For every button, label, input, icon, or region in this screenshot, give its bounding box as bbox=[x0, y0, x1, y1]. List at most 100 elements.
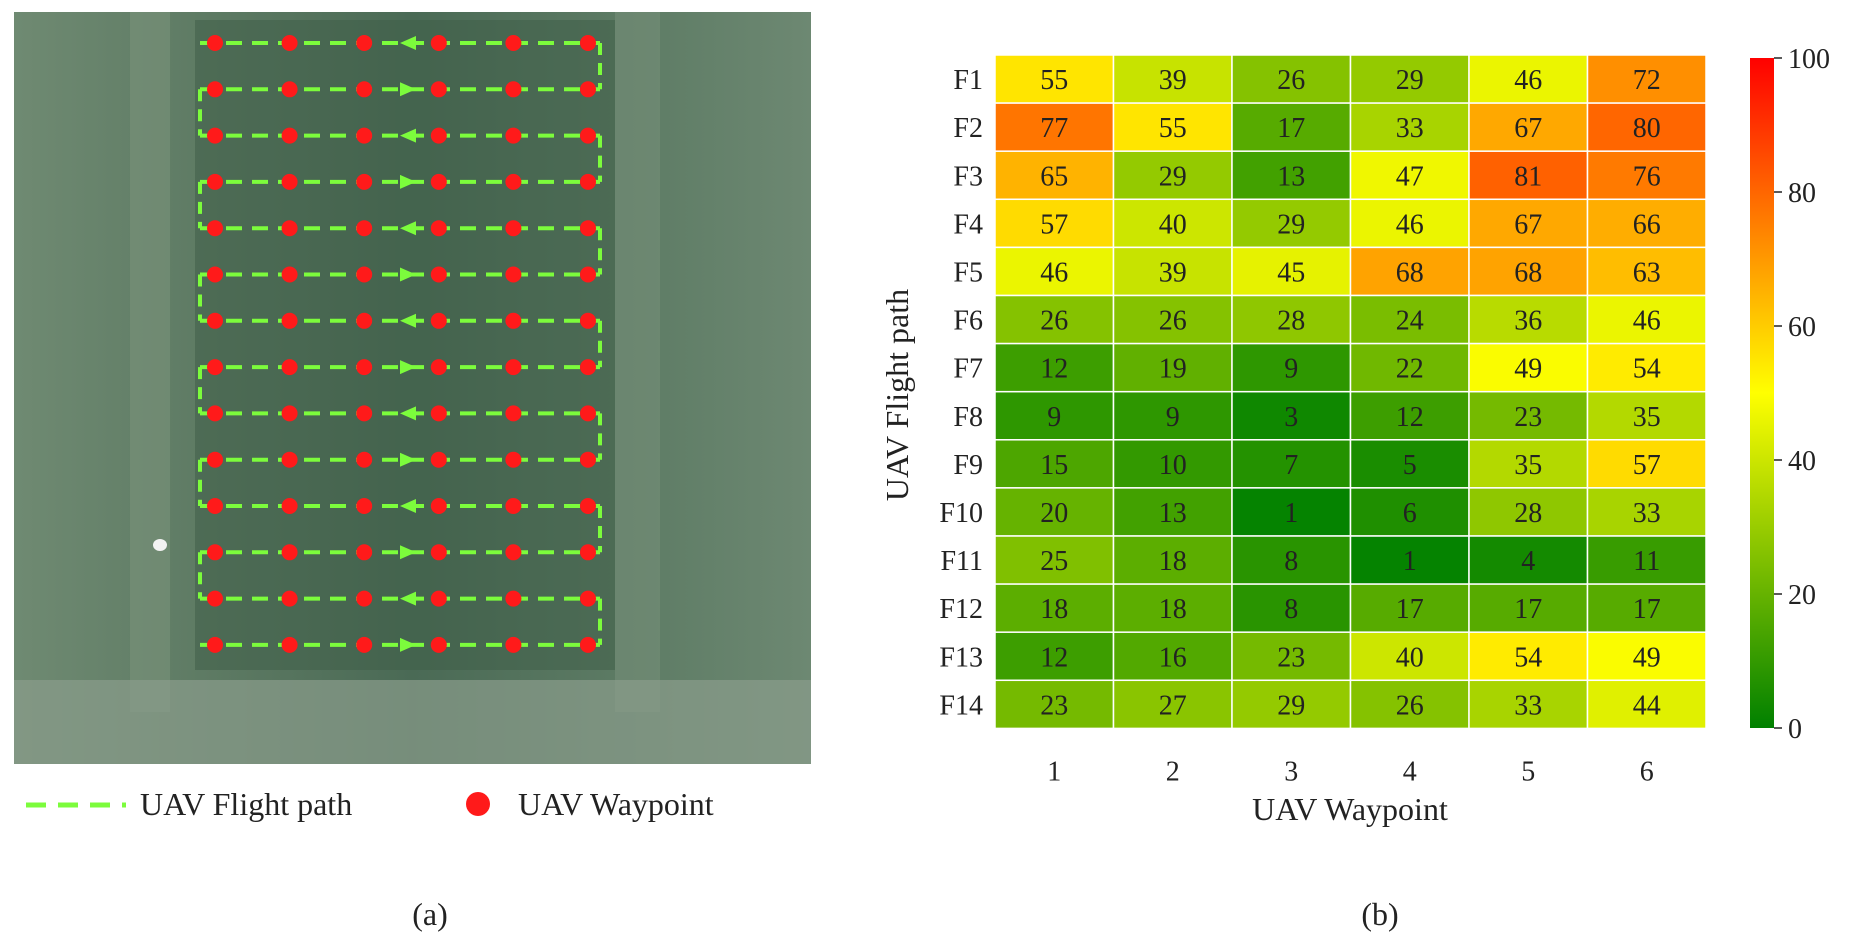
y-tick-label: F5 bbox=[953, 257, 983, 288]
heatmap-cell-value: 5 bbox=[1403, 450, 1417, 481]
heatmap-cell-value: 77 bbox=[1040, 113, 1068, 144]
waypoint-marker bbox=[207, 312, 223, 329]
waypoint-marker bbox=[207, 451, 223, 468]
heatmap-cell bbox=[1231, 198, 1352, 249]
heatmap-cell bbox=[1586, 198, 1707, 249]
heatmap-cell-value: 33 bbox=[1633, 498, 1661, 529]
waypoint-marker bbox=[430, 127, 447, 144]
waypoint-marker bbox=[430, 81, 447, 98]
heatmap-cell-value: 54 bbox=[1514, 642, 1542, 673]
flight-direction-arrow bbox=[400, 128, 416, 143]
heatmap-cell bbox=[994, 487, 1115, 537]
heatmap-cell-value: 26 bbox=[1277, 65, 1305, 96]
waypoint-marker bbox=[580, 266, 596, 283]
y-tick-label: F13 bbox=[939, 642, 983, 673]
heatmap-cell bbox=[1112, 439, 1233, 489]
flight-direction-arrow bbox=[400, 637, 416, 652]
waypoint-marker bbox=[430, 266, 447, 283]
waypoint-marker bbox=[356, 544, 373, 561]
heatmap-cell-value: 68 bbox=[1396, 257, 1424, 288]
heatmap-cell-value: 44 bbox=[1633, 690, 1661, 721]
waypoint-marker bbox=[580, 359, 596, 376]
heatmap-cell-value: 12 bbox=[1040, 354, 1068, 385]
heatmap-cell bbox=[1231, 487, 1352, 537]
heatmap-cell bbox=[994, 102, 1115, 152]
heatmap-cell-value: 29 bbox=[1159, 161, 1187, 192]
heatmap-cell-value: 16 bbox=[1159, 642, 1187, 673]
x-axis-label: UAV Waypoint bbox=[1252, 791, 1448, 827]
waypoint-marker bbox=[356, 636, 373, 653]
heatmap-cell-value: 29 bbox=[1277, 690, 1305, 721]
heatmap-cell-value: 66 bbox=[1633, 209, 1661, 240]
heatmap-cell-value: 35 bbox=[1633, 402, 1661, 433]
y-tick-label: F3 bbox=[953, 161, 983, 192]
waypoint-marker bbox=[580, 81, 596, 98]
waypoint-marker bbox=[207, 127, 223, 144]
waypoint-marker bbox=[281, 544, 298, 561]
heatmap-cell-value: 23 bbox=[1514, 402, 1542, 433]
waypoint-marker bbox=[356, 498, 373, 514]
heatmap-cell-value: 81 bbox=[1514, 161, 1542, 192]
heatmap-cell-value: 28 bbox=[1514, 498, 1542, 529]
legend-waypoint-label: UAV Waypoint bbox=[518, 786, 714, 822]
flight-direction-arrow bbox=[400, 545, 416, 560]
colorbar-tick-label: 40 bbox=[1788, 446, 1816, 477]
heatmap-cell-value: 33 bbox=[1396, 113, 1424, 144]
heatmap-cell bbox=[994, 390, 1115, 441]
heatmap-cell-value: 3 bbox=[1284, 402, 1298, 433]
heatmap-cell-value: 46 bbox=[1396, 209, 1424, 240]
caption-a: (a) bbox=[412, 896, 448, 932]
colorbar-tick-label: 20 bbox=[1788, 580, 1816, 611]
heatmap-cell bbox=[1586, 342, 1707, 393]
waypoint-marker bbox=[281, 35, 298, 51]
waypoint-marker bbox=[430, 312, 447, 329]
bright-spot bbox=[153, 539, 167, 551]
heatmap-cell-value: 20 bbox=[1040, 498, 1068, 529]
waypoint-marker bbox=[580, 35, 596, 51]
waypoint-marker bbox=[580, 636, 596, 653]
heatmap-cell-value: 18 bbox=[1040, 594, 1068, 625]
heatmap-cell-value: 13 bbox=[1277, 161, 1305, 192]
flight-direction-arrow bbox=[400, 406, 416, 421]
y-tick-labels: F1 F2 F3 F4 F5 F6 F7 F8 F9 F10 F11 F12 F13 F14 bbox=[939, 65, 983, 721]
waypoint-marker bbox=[207, 173, 223, 190]
waypoint-marker bbox=[281, 220, 298, 237]
heatmap-cell-value: 26 bbox=[1159, 306, 1187, 337]
waypoint-marker bbox=[430, 498, 447, 514]
panel-a: UAV Flight path UAV Waypoint (a) bbox=[14, 12, 811, 932]
heatmap-cell-value: 57 bbox=[1040, 209, 1068, 240]
waypoint-marker bbox=[505, 636, 522, 653]
waypoint-marker bbox=[281, 81, 298, 98]
waypoint-marker bbox=[207, 359, 223, 376]
waypoint-marker bbox=[356, 35, 373, 51]
waypoint-marker bbox=[207, 81, 223, 98]
heatmap-cell-value: 6 bbox=[1403, 498, 1417, 529]
heatmap-cell-value: 23 bbox=[1277, 642, 1305, 673]
heatmap-cell bbox=[1586, 54, 1707, 104]
flight-direction-arrow bbox=[400, 313, 416, 328]
heatmap-cell bbox=[1231, 294, 1352, 345]
heatmap-cell bbox=[1586, 439, 1707, 489]
heatmap-cell-value: 17 bbox=[1396, 594, 1424, 625]
waypoint-marker bbox=[356, 220, 373, 237]
waypoint-marker bbox=[580, 544, 596, 561]
heatmap-cell bbox=[994, 679, 1115, 730]
heatmap-cell-value: 1 bbox=[1403, 546, 1417, 577]
heatmap-cell bbox=[1349, 246, 1470, 297]
colorbar: 0 20 40 60 80 100 bbox=[1750, 44, 1830, 745]
left-track bbox=[130, 12, 170, 712]
waypoint-marker bbox=[207, 544, 223, 561]
waypoint-marker bbox=[505, 405, 522, 422]
waypoint-marker bbox=[430, 173, 447, 190]
flight-direction-arrow bbox=[400, 267, 416, 282]
heatmap-cell-value: 9 bbox=[1047, 402, 1061, 433]
heatmap-cell bbox=[994, 535, 1115, 585]
waypoint-marker bbox=[281, 127, 298, 144]
heatmap-cell bbox=[1586, 487, 1707, 537]
heatmap-cell-value: 4 bbox=[1521, 546, 1535, 577]
heatmap-cell-value: 46 bbox=[1040, 257, 1068, 288]
y-tick-label: F12 bbox=[939, 594, 983, 625]
heatmap-cell-value: 80 bbox=[1633, 113, 1661, 144]
heatmap-cell bbox=[1468, 342, 1589, 393]
heatmap-cell-value: 39 bbox=[1159, 65, 1187, 96]
